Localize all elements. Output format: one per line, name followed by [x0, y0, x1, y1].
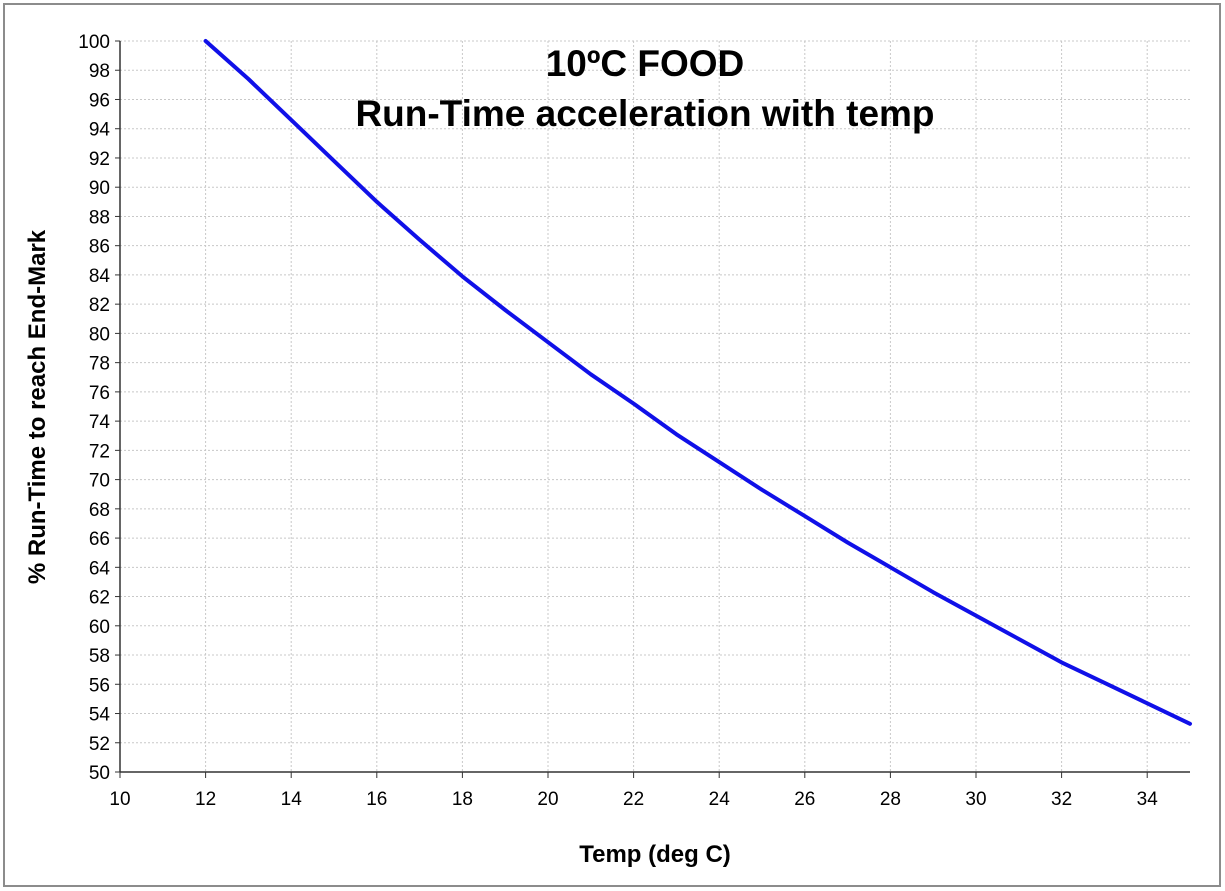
y-tick-label: 70 [89, 471, 110, 492]
data-point [846, 540, 850, 544]
data-point [717, 460, 721, 464]
y-tick-label: 92 [89, 149, 110, 170]
x-tick-label: 34 [1137, 789, 1159, 810]
y-tick-label: 50 [89, 763, 110, 784]
data-point [632, 402, 636, 406]
x-tick-label: 30 [965, 789, 986, 810]
x-axis-title: Temp (deg C) [579, 841, 731, 868]
data-point [418, 238, 422, 242]
y-tick-label: 76 [89, 383, 110, 404]
y-tick-label: 58 [89, 646, 110, 667]
data-point [974, 614, 978, 618]
data-point [674, 432, 678, 436]
chart-title-line-2: Run-Time acceleration with temp [355, 93, 934, 134]
data-point [546, 340, 550, 344]
data-point [1145, 701, 1149, 705]
y-tick-label: 74 [89, 412, 111, 433]
y-tick-label: 80 [89, 324, 110, 345]
y-tick-label: 66 [89, 529, 110, 550]
series-layer [203, 39, 1192, 726]
data-point [204, 39, 208, 43]
y-tick-label: 52 [89, 734, 110, 755]
y-tick-label: 96 [89, 90, 110, 111]
series-line [203, 39, 1192, 726]
y-tick-label: 100 [78, 32, 110, 53]
x-tick-label: 26 [794, 789, 815, 810]
y-tick-label: 64 [89, 558, 111, 579]
tick-labels: 50 52 54 56 58 60 62 64 66 68 70 72 74 76 78 80 82 84 86 88… [78, 32, 1158, 810]
chart-title-line-1: 10ºC FOOD [546, 43, 745, 84]
x-tick-label: 22 [623, 789, 644, 810]
y-tick-label: 98 [89, 61, 110, 82]
data-point [503, 308, 507, 312]
data-point [589, 372, 593, 376]
data-point [1060, 660, 1064, 664]
data-point [375, 200, 379, 204]
y-tick-label: 94 [89, 120, 111, 141]
y-tick-label: 54 [89, 705, 111, 726]
y-tick-label: 68 [89, 500, 110, 521]
x-tick-label: 32 [1051, 789, 1072, 810]
x-tick-label: 16 [366, 789, 387, 810]
data-point [246, 77, 250, 81]
x-tick-label: 28 [880, 789, 901, 810]
data-point [1017, 637, 1021, 641]
data-point [803, 514, 807, 518]
x-tick-label: 10 [109, 789, 130, 810]
x-tick-label: 12 [195, 789, 216, 810]
data-point [332, 159, 336, 163]
y-tick-label: 60 [89, 617, 110, 638]
data-point [931, 590, 935, 594]
data-point [1188, 722, 1192, 726]
y-tick-label: 84 [89, 266, 111, 287]
y-tick-label: 62 [89, 588, 110, 609]
y-tick-label: 82 [89, 295, 110, 316]
y-tick-label: 86 [89, 237, 110, 258]
x-tick-label: 20 [537, 789, 558, 810]
x-tick-label: 18 [452, 789, 473, 810]
data-point [888, 565, 892, 569]
y-tick-label: 90 [89, 178, 110, 199]
x-tick-label: 14 [281, 789, 303, 810]
y-tick-label: 78 [89, 354, 110, 375]
axes [115, 40, 1190, 778]
gridlines [120, 40, 1190, 772]
y-tick-label: 88 [89, 207, 110, 228]
y-axis-title: % Run-Time to reach End-Mark [24, 229, 51, 584]
y-tick-label: 72 [89, 441, 110, 462]
data-point [1102, 681, 1106, 685]
x-tick-label: 24 [709, 789, 731, 810]
data-point [289, 118, 293, 122]
data-point [760, 488, 764, 492]
y-tick-label: 56 [89, 675, 110, 696]
data-point [460, 274, 464, 278]
